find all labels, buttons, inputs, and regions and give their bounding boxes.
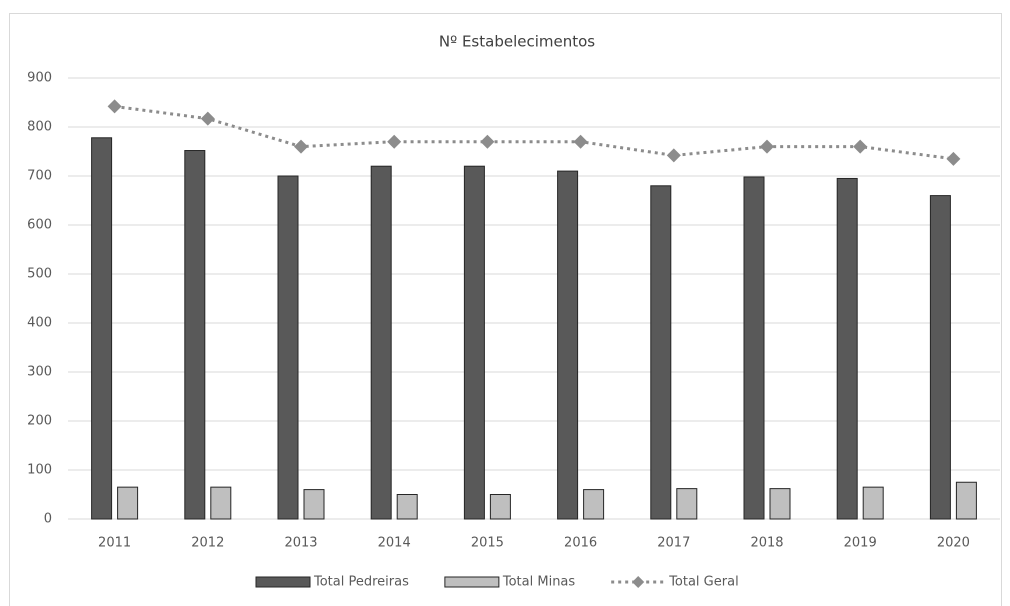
y-tick-label: 300 — [27, 365, 52, 380]
x-tick-label: 2015 — [471, 536, 504, 551]
y-tick-label: 800 — [27, 120, 52, 135]
x-tick-label: 2012 — [191, 536, 224, 551]
marker — [200, 111, 215, 126]
x-tick-label: 2014 — [378, 536, 411, 551]
marker — [107, 99, 122, 114]
y-tick-label: 700 — [27, 169, 52, 184]
x-tick-label: 2019 — [844, 536, 877, 551]
bar — [370, 165, 392, 520]
bar — [277, 175, 299, 520]
x-tick-label: 2020 — [937, 536, 970, 551]
x-tick-label: 2013 — [284, 536, 317, 551]
marker — [946, 151, 961, 166]
bar — [836, 177, 858, 520]
y-tick-label: 600 — [27, 218, 52, 233]
y-tick-label: 500 — [27, 267, 52, 282]
legend-label: Total Minas — [502, 575, 576, 590]
marker — [480, 134, 495, 149]
bar — [210, 486, 232, 520]
x-tick-label: 2018 — [750, 536, 783, 551]
bar — [862, 486, 884, 520]
x-tick-label: 2017 — [657, 536, 690, 551]
bar — [769, 488, 791, 520]
legend-label: Total Geral — [668, 575, 739, 590]
bar — [743, 176, 765, 520]
bar — [91, 137, 113, 520]
bar — [583, 489, 605, 520]
chart-title: Nº Estabelecimentos — [439, 33, 595, 51]
bar — [650, 185, 672, 520]
legend-marker — [632, 576, 645, 588]
x-tick-label: 2016 — [564, 536, 597, 551]
bar — [557, 170, 579, 520]
bar — [489, 494, 511, 520]
marker — [294, 139, 308, 154]
bar — [463, 165, 485, 520]
bar — [676, 488, 698, 520]
legend-label: Total Pedreiras — [313, 575, 409, 590]
y-tick-label: 100 — [27, 463, 52, 478]
legend-swatch — [444, 576, 500, 588]
y-tick-label: 400 — [27, 316, 52, 331]
x-tick-label: 2011 — [98, 536, 131, 551]
marker — [573, 134, 588, 149]
bar — [303, 489, 325, 520]
bar — [117, 486, 139, 520]
line — [114, 104, 954, 161]
marker — [666, 148, 681, 163]
bar — [184, 150, 206, 520]
bar — [929, 195, 951, 520]
bar — [955, 481, 977, 520]
legend-swatch — [255, 576, 311, 588]
y-tick-label: 200 — [27, 414, 52, 429]
marker — [853, 139, 868, 154]
bar — [396, 494, 418, 520]
y-tick-label: 0 — [44, 512, 52, 527]
y-tick-label: 900 — [27, 71, 52, 86]
marker — [760, 139, 774, 154]
marker — [387, 134, 402, 149]
